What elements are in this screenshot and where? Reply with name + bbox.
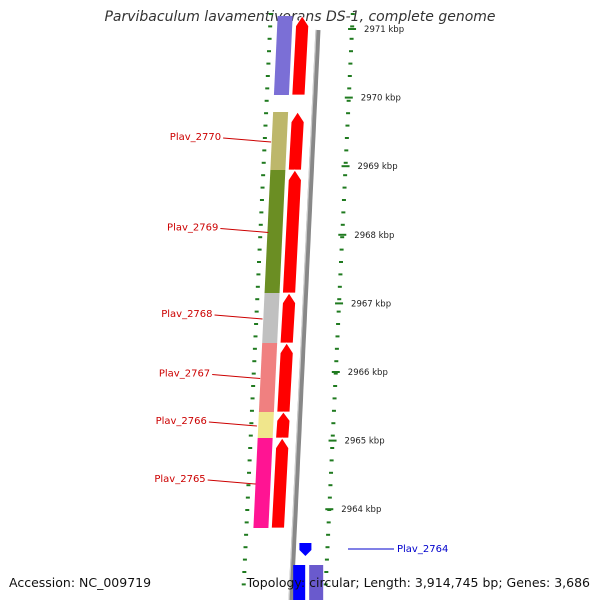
genome-summary-text: Topology: circular; Length: 3,914,745 bp… — [246, 575, 590, 590]
gene-block — [273, 16, 293, 95]
tick-label: 2966 kbp — [348, 368, 388, 378]
gene-label: Plav_2766 — [156, 416, 207, 427]
map-title: Parvibaculum lavamentivorans DS-1, compl… — [104, 9, 496, 25]
gene-label: Plav_2768 — [161, 309, 212, 320]
cds-arrow — [282, 169, 302, 294]
tick-label: 2965 kbp — [345, 437, 385, 447]
tick-layer — [241, 13, 357, 586]
accession-text: Accession: NC_009719 — [9, 575, 152, 590]
backbone-layer — [288, 29, 321, 600]
genome-backbone-highlight — [288, 29, 317, 600]
cds-arrow — [291, 15, 310, 96]
gene-block — [264, 170, 286, 293]
tick-label: 2970 kbp — [361, 94, 401, 104]
labels-layer: Plav_2770 Plav_2769 Plav_2768 Plav_2767 Plav… — [154, 132, 448, 555]
forward-cds-block — [293, 565, 306, 600]
tick-label: 2968 kbp — [354, 231, 394, 241]
gene-label-leader — [220, 228, 269, 233]
cds-arrow — [276, 342, 294, 413]
gene-label-leader — [207, 479, 256, 485]
forward-gene-block — [309, 565, 324, 600]
gene-block — [253, 438, 273, 528]
gene-label: Plav_2764 — [397, 544, 448, 555]
genome-backbone — [288, 29, 321, 600]
gene-block — [258, 343, 278, 412]
cds-arrow — [275, 411, 291, 439]
forward-cds-arrow — [299, 543, 312, 556]
cds-arrow — [287, 111, 305, 171]
gene-label-leader — [214, 314, 263, 320]
tick-label: 2971 kbp — [364, 25, 404, 35]
tick-label: 2969 kbp — [358, 162, 398, 172]
cds-arrow — [270, 437, 290, 529]
gene-label-leader — [223, 137, 272, 143]
gene-label: Plav_2765 — [154, 474, 205, 485]
gene-label: Plav_2767 — [159, 369, 210, 380]
gene-label: Plav_2769 — [167, 223, 218, 234]
gene-label-leader — [208, 421, 257, 427]
genes-layer — [253, 15, 324, 600]
tick-label: 2967 kbp — [351, 299, 391, 309]
gene-label-leader — [212, 374, 261, 379]
gene-block — [262, 293, 280, 343]
tick-labels-layer: 2971 kbp 2970 kbp 2969 kbp 2968 kbp 2967 kbp… — [341, 25, 404, 515]
gene-label: Plav_2770 — [170, 132, 221, 143]
tick-label: 2964 kbp — [341, 505, 381, 515]
gene-block — [257, 412, 274, 438]
gene-block — [270, 112, 289, 170]
cds-arrow — [279, 292, 296, 344]
